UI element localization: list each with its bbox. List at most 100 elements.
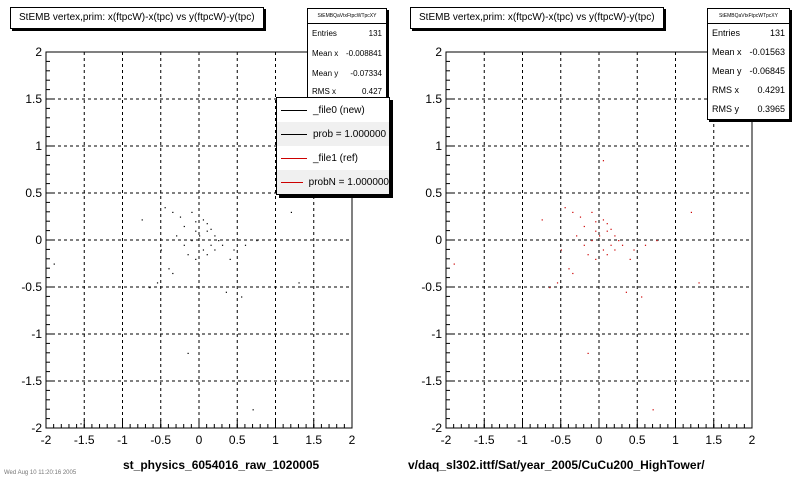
scatter-point xyxy=(564,207,566,209)
x-tick-label: 1.5 xyxy=(305,433,322,447)
scatter-point xyxy=(599,235,601,237)
scatter-point xyxy=(176,235,178,237)
y-tick-label: -0.5 xyxy=(21,280,42,294)
scatter-point xyxy=(168,268,170,270)
legend-swatch xyxy=(281,157,307,159)
scatter-point xyxy=(241,296,243,298)
y-tick-label: -2 xyxy=(431,421,442,435)
x-tick-label: 0.5 xyxy=(629,433,646,447)
scatter-point xyxy=(160,249,162,251)
stats-name: StEMBQaVtxFtpcWTpcXY xyxy=(708,9,789,24)
stats-row-rms-x: RMS x 0.4291 xyxy=(712,85,785,95)
y-tick-label: 0.5 xyxy=(425,186,442,200)
scatter-point xyxy=(191,211,193,213)
scatter-point xyxy=(218,240,220,242)
stats-row-mean-y: Mean y -0.07334 xyxy=(312,69,382,78)
legend-swatch xyxy=(281,109,307,111)
x-tick-label: 0.5 xyxy=(229,433,246,447)
y-tick-label: 1.5 xyxy=(425,92,442,106)
legend-swatch xyxy=(281,133,307,135)
scatter-point xyxy=(583,225,585,228)
x-tick-label: -1 xyxy=(117,433,128,447)
scatter-point xyxy=(191,240,193,242)
stats-row-rms-y: RMS y 0.3965 xyxy=(712,104,785,114)
scatter-point xyxy=(210,244,212,246)
scatter-point xyxy=(53,263,55,265)
y-tick-label: 2 xyxy=(35,45,42,59)
scatter-point xyxy=(233,249,235,251)
y-tick-label: -1 xyxy=(31,327,42,341)
scatter-point xyxy=(606,230,608,232)
x-tick-label: 0 xyxy=(596,433,603,447)
stats-row-mean-x: Mean x -0.01563 xyxy=(712,47,785,57)
scatter-point xyxy=(183,244,185,246)
scatter-point xyxy=(199,235,201,237)
x-tick-label: -2 xyxy=(441,433,452,447)
x-tick-label: -1 xyxy=(517,433,528,447)
scatter-point xyxy=(156,282,159,284)
legend: _file0 (new) prob = 1.000000 _file1 (ref… xyxy=(276,97,390,195)
scatter-point xyxy=(614,235,616,237)
scatter-point xyxy=(560,249,562,251)
y-tick-label: 0 xyxy=(35,233,42,247)
scatter-point xyxy=(179,216,182,218)
scatter-point xyxy=(214,249,216,251)
scatter-point xyxy=(80,423,82,425)
scatter-point xyxy=(698,282,700,284)
scatter-point xyxy=(618,240,620,242)
scatter-point xyxy=(579,216,582,218)
scatter-point xyxy=(549,287,551,289)
y-tick-label: -1 xyxy=(431,327,442,341)
scatter-point xyxy=(221,244,224,246)
scatter-point xyxy=(644,244,647,246)
scatter-point xyxy=(214,235,216,237)
scatter-point xyxy=(629,258,631,260)
y-tick-label: 1 xyxy=(35,139,42,153)
scatter-point xyxy=(256,240,258,242)
scatter-point xyxy=(625,291,627,293)
scatter-point xyxy=(164,207,166,209)
scatter-point xyxy=(610,244,612,246)
scatter-point xyxy=(556,282,559,284)
y-tick-label: 0.5 xyxy=(25,186,42,200)
scatter-point xyxy=(606,254,608,256)
scatter-point xyxy=(252,409,254,411)
scatter-point xyxy=(610,228,612,230)
y-tick-label: -2 xyxy=(31,421,42,435)
y-tick-label: 1 xyxy=(435,139,442,153)
y-tick-label: -0.5 xyxy=(421,280,442,294)
x-tick-label: -2 xyxy=(41,433,52,447)
scatter-point xyxy=(298,282,300,284)
scatter-point xyxy=(602,249,605,251)
scatter-point xyxy=(290,211,292,213)
scatter-point xyxy=(195,230,197,232)
right-file-label: v/daq_sl302.ittf/Sat/year_2005/CuCu200_H… xyxy=(408,458,705,472)
stats-row-mean-x: Mean x -0.008841 xyxy=(312,49,382,58)
legend-entry: _file0 (new) xyxy=(277,98,389,122)
x-tick-label: -1.5 xyxy=(74,433,95,447)
y-tick-label: 1.5 xyxy=(25,92,42,106)
scatter-point xyxy=(195,221,197,223)
x-tick-label: 0 xyxy=(196,433,203,447)
scatter-point xyxy=(576,235,578,237)
scatter-point xyxy=(172,211,174,213)
stats-row-entries: Entries 131 xyxy=(712,28,785,38)
scatter-point xyxy=(172,272,174,275)
scatter-point xyxy=(244,244,247,246)
x-tick-label: 1 xyxy=(272,433,279,447)
scatter-point xyxy=(591,211,593,213)
x-tick-label: 1 xyxy=(672,433,679,447)
stats-row-entries: Entries 131 xyxy=(312,29,382,38)
scatter-point xyxy=(641,296,643,298)
y-tick-label: 2 xyxy=(435,45,442,59)
y-tick-label: 0 xyxy=(435,233,442,247)
x-tick-label: 2 xyxy=(749,433,756,447)
scatter-point xyxy=(621,244,624,246)
left-chart-title: StEMB vertex,prim: x(ftpcW)-x(tpc) vs y(… xyxy=(10,7,264,29)
stats-row-mean-y: Mean y -0.06845 xyxy=(712,66,785,76)
legend-entry: _file1 (ref) xyxy=(277,146,389,170)
x-tick-label: 1.5 xyxy=(705,433,722,447)
scatter-point xyxy=(541,219,543,221)
scatter-point xyxy=(591,240,593,242)
y-tick-label: -1.5 xyxy=(421,374,442,388)
